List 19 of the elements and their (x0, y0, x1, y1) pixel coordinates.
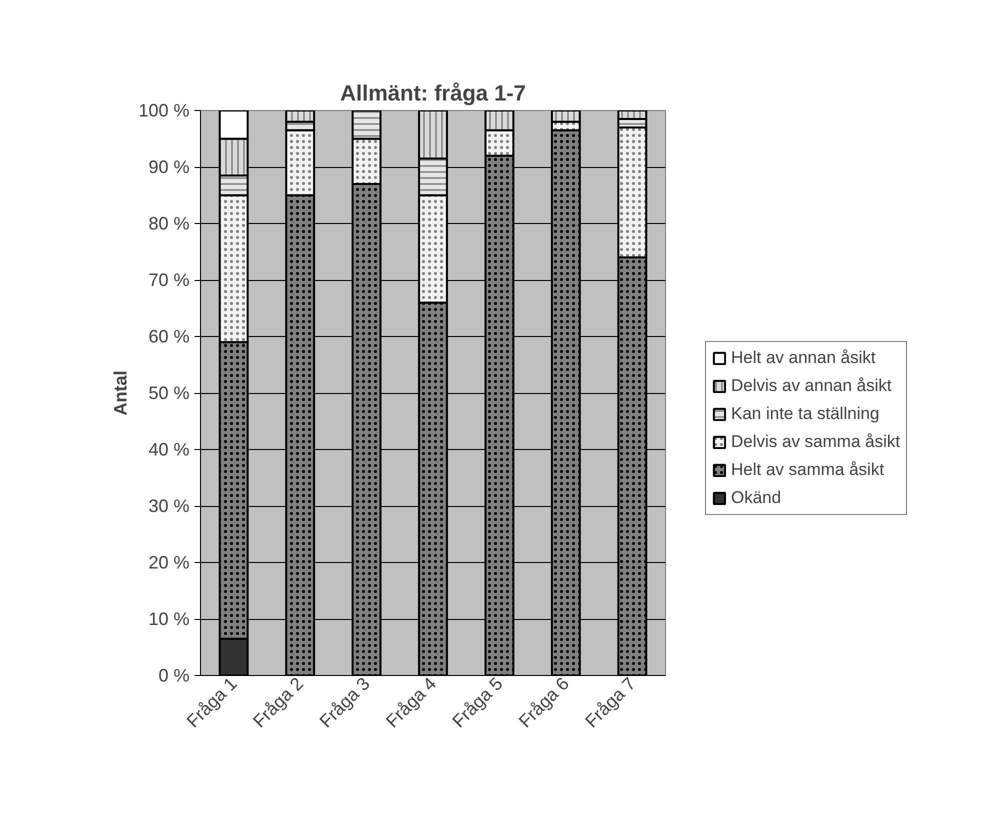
y-tick-label: 100 % (138, 100, 190, 120)
y-axis-title: Antal (110, 370, 130, 416)
y-tick-label: 90 % (148, 157, 190, 177)
legend-label: Helt av samma åsikt (731, 460, 884, 480)
y-tick-label: 20 % (148, 552, 190, 572)
y-tick-label: 10 % (148, 609, 190, 629)
chart-title: Allmänt: fråga 1-7 (340, 80, 526, 106)
legend-label: Delvis av annan åsikt (731, 376, 892, 396)
y-tick-label: 70 % (148, 270, 190, 290)
legend-label: Kan inte ta ställning (731, 404, 880, 424)
y-tick-label: 50 % (148, 383, 190, 403)
legend-label: Delvis av samma åsikt (731, 432, 900, 452)
y-tick-label: 40 % (148, 440, 190, 460)
legend-label: Helt av annan åsikt (731, 348, 876, 368)
y-tick-label: 30 % (148, 496, 190, 516)
y-tick-label: 0 % (158, 666, 190, 686)
legend-label: Okänd (731, 488, 782, 508)
y-tick-label: 80 % (148, 214, 190, 234)
y-tick-label: 60 % (148, 326, 190, 346)
